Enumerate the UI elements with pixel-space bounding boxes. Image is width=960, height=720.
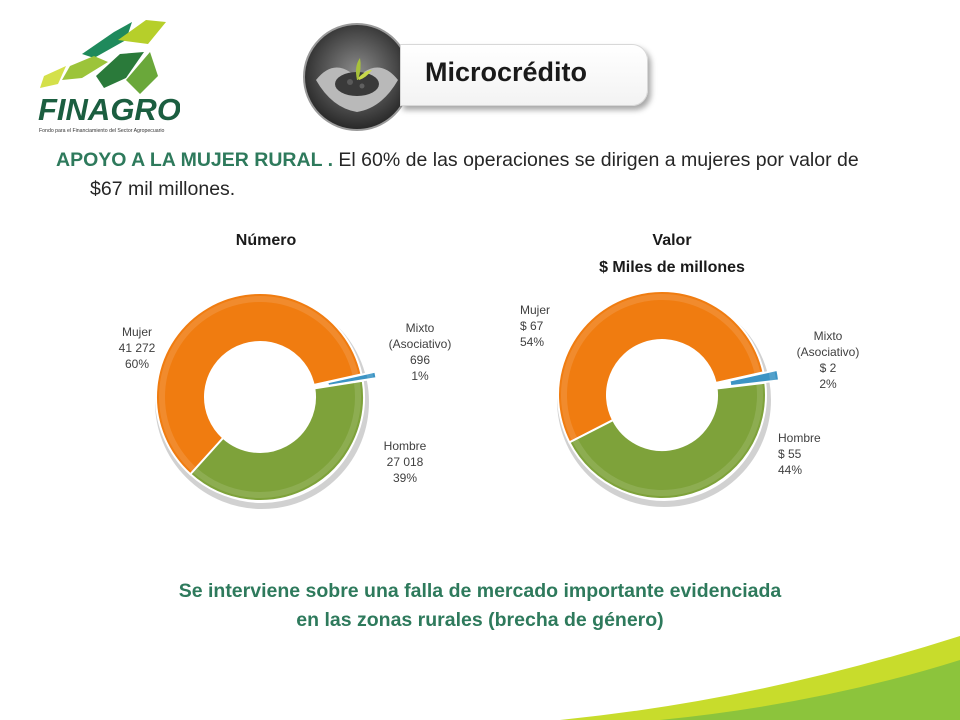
numero-slice-mixto [326,370,378,387]
donut-chart-numero [155,292,378,509]
intro-highlight: APOYO A LA MUJER RURAL . [56,149,333,171]
donut-chart-valor [557,290,781,507]
valor-slice-hombre [568,381,767,500]
chart-valor-subtitle: $ Miles de millones [599,259,745,276]
label-numero-mujer: Mujer 41 272 60% [118,325,156,371]
hands-soil-image [303,23,411,131]
valor-slice-mixto [728,368,781,388]
label-valor-mixto: Mixto (Asociativo) $ 2 2% [796,329,860,391]
conclusion-line-1: Se interviene sobre una falla de mercado… [178,580,782,602]
logo-tagline: Fondo para el Financiamiento del Sector … [39,128,165,134]
label-numero-hombre: Hombre 27 018 39% [383,439,427,485]
conclusion-text: Se interviene sobre una falla de mercado… [80,577,880,635]
chart-numero-title: Número [235,232,297,249]
finagro-logo: FINAGRO Fondo para el Financiamiento del… [38,20,180,134]
logo-wordmark: FINAGRO [38,92,180,127]
numero-slice-mixto-highlight [366,373,374,379]
page-title: Microcrédito [425,57,588,87]
label-valor-hombre: Hombre $ 55 44% [778,431,821,477]
label-numero-mixto: Mixto (Asociativo) 696 1% [388,321,452,383]
intro-paragraph: APOYO A LA MUJER RURAL . El 60% de las o… [56,146,890,204]
title-banner: Microcrédito [400,44,648,106]
valor-slice-mujer [557,290,765,444]
valor-slice-mixto-highlight [768,371,776,381]
chart-valor-title: Valor [652,232,692,249]
label-valor-mujer: Mujer $ 67 54% [520,303,551,349]
intro-text: El 60% de las operaciones se dirigen a m… [90,149,859,200]
numero-slice-mujer [155,292,363,476]
numero-slice-hombre [188,379,365,502]
conclusion-line-2: en las zonas rurales (brecha de género) [296,609,664,631]
numero-slice-mujer-highlight [158,295,359,472]
